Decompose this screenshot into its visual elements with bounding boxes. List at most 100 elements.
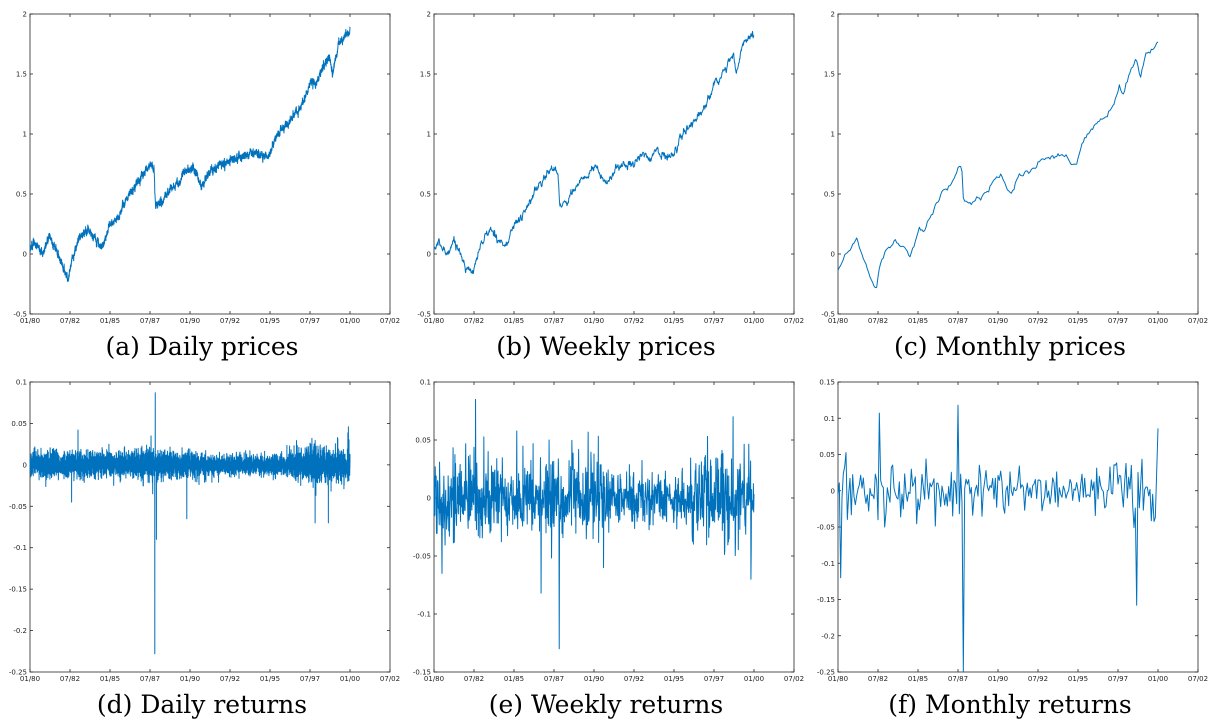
x-tick-label: 01/80 [828,675,848,683]
x-tick-label: 01/90 [584,317,604,325]
x-tick-label: 07/82 [464,675,484,683]
x-tick-label: 07/87 [140,317,160,325]
x-tick-label: 01/00 [1148,675,1168,683]
y-tick-label: 0 [831,487,835,495]
y-tick-label: -0.5 [417,311,431,319]
x-tick-label: 01/90 [988,317,1008,325]
x-tick-label: 01/95 [1068,675,1088,683]
x-tick-label: 01/80 [20,675,40,683]
x-tick-label: 01/85 [908,675,928,683]
x-tick-label: 07/87 [948,675,968,683]
y-tick-label: -0.1 [417,611,431,619]
panel-c: 01/80 07/82 01/85 07/87 01/90 07/92 01/95 07/97… [808,0,1212,362]
x-tick-label: 01/85 [100,675,120,683]
x-tick-label: 07/92 [220,675,240,683]
x-tick-label: 01/95 [1068,317,1088,325]
caption-weekly-returns: (e) Weekly returns [488,690,724,719]
y-tick-label: -0.1 [821,560,835,568]
y-tick-label: 0 [23,251,27,259]
y-tick-label: 0.05 [819,451,835,459]
y-tick-label: 0 [831,251,835,259]
caption-daily-prices: (a) Daily prices [105,332,299,361]
y-tick-label: 1 [831,131,835,139]
caption-monthly-returns: (f) Monthly returns [888,690,1132,719]
y-tick-label: 0 [23,461,27,469]
x-tick-label: 01/85 [504,675,524,683]
x-tick-label: 07/02 [784,317,804,325]
chart-daily-returns: 01/80 07/82 01/85 07/87 01/90 07/92 01/95 07/97… [9,379,400,684]
axes-frame [433,13,795,315]
x-tick-label: 07/87 [544,317,564,325]
y-tick-label: 0 [427,251,431,259]
y-tick-label: 0.1 [824,415,835,423]
y-tick-label: -0.5 [821,311,835,319]
series-line [433,30,755,274]
axes-frame [433,381,795,673]
x-tick-label: 01/95 [664,675,684,683]
y-tick-label: 1 [23,131,27,139]
chart-monthly-returns: 01/80 07/82 01/85 07/87 01/90 07/92 01/95 07/97… [817,379,1208,684]
x-tick-label: 01/90 [988,675,1008,683]
panel-b: 01/80 07/82 01/85 07/87 01/90 07/92 01/95 07/97… [404,0,808,362]
x-tick-label: 01/80 [828,317,848,325]
x-tick-label: 01/90 [584,675,604,683]
y-tick-label: 0.1 [16,379,27,387]
x-tick-label: 07/02 [1188,675,1208,683]
x-tick-label: 01/95 [260,317,280,325]
panel-a: 01/80 07/82 01/85 07/87 01/90 07/92 01/95 07/97… [0,0,404,362]
y-tick-label: -0.15 [817,596,835,604]
x-tick-label: 07/97 [704,675,724,683]
x-tick-label: 07/82 [60,675,80,683]
x-tick-label: 01/85 [908,317,928,325]
x-tick-label: 01/80 [424,317,444,325]
y-tick-label: -0.25 [9,669,27,677]
y-tick-label: 0.5 [420,191,431,199]
x-tick-label: 07/97 [300,675,320,683]
x-tick-label: 01/00 [340,317,360,325]
y-tick-label: -0.1 [13,544,27,552]
series-line [837,404,1159,673]
y-tick-label: -0.25 [817,669,835,677]
caption-daily-returns: (d) Daily returns [96,690,308,719]
y-tick-label: 2 [427,11,431,19]
chart-monthly-prices: 01/80 07/82 01/85 07/87 01/90 07/92 01/95 07/97… [821,11,1208,326]
x-tick-label: 07/92 [624,317,644,325]
x-tick-label: 01/90 [180,675,200,683]
x-tick-label: 07/97 [300,317,320,325]
y-tick-label: -0.05 [817,524,835,532]
axes-frame [29,13,391,315]
y-tick-label: 0.05 [11,420,27,428]
x-tick-label: 07/87 [140,675,160,683]
x-tick-label: 01/95 [664,317,684,325]
y-tick-label: 1.5 [16,71,27,79]
axes-frame [837,13,1199,315]
y-tick-label: 0 [427,495,431,503]
x-tick-label: 01/85 [100,317,120,325]
x-tick-label: 07/97 [1108,317,1128,325]
x-tick-label: 07/92 [1028,317,1048,325]
x-tick-label: 07/82 [464,317,484,325]
y-tick-label: 2 [23,11,27,19]
x-tick-label: 01/95 [260,675,280,683]
x-tick-label: 01/00 [744,675,764,683]
caption-monthly-prices: (c) Monthly prices [894,332,1126,361]
x-tick-label: 07/82 [868,675,888,683]
x-tick-label: 07/97 [704,317,724,325]
y-tick-label: -0.15 [413,669,431,677]
x-tick-label: 07/02 [784,675,804,683]
y-tick-label: -0.5 [13,311,27,319]
series-line [433,398,755,650]
y-tick-label: -0.2 [13,627,27,635]
y-tick-label: 0.5 [16,191,27,199]
x-tick-label: 07/02 [380,675,400,683]
x-tick-label: 01/85 [504,317,524,325]
series-line [29,392,351,655]
y-tick-label: 0.15 [819,379,835,387]
x-tick-label: 07/97 [1108,675,1128,683]
y-tick-label: 0.5 [824,191,835,199]
x-tick-label: 01/00 [744,317,764,325]
series-line [837,41,1159,289]
x-tick-label: 01/00 [1148,317,1168,325]
panel-e: 01/80 07/82 01/85 07/87 01/90 07/92 01/95 07/97… [404,368,808,720]
axes-frame [29,381,391,673]
